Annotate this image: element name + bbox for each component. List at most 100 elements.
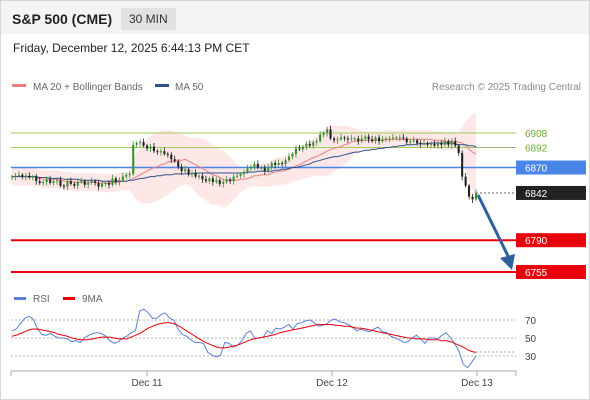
candle-body <box>364 136 367 139</box>
candle-body <box>215 180 218 182</box>
candle-body <box>62 185 65 187</box>
candle-body <box>371 139 374 142</box>
candle-body <box>11 176 14 178</box>
candle-body <box>402 137 405 139</box>
header-bar: S&P 500 (CME) 30 MIN <box>1 1 589 34</box>
candle-body <box>336 139 339 141</box>
candle-body <box>305 143 308 147</box>
price-levels <box>11 132 516 273</box>
candle-body <box>28 175 31 178</box>
candle-body <box>218 180 221 184</box>
support-tag-6755 <box>516 265 586 279</box>
forecast-arrow-head <box>500 254 515 270</box>
x-tick-label: Dec 11 <box>132 378 163 389</box>
candle-body <box>180 166 183 172</box>
candle-body <box>298 148 301 150</box>
candle-body <box>52 181 55 183</box>
candle-body <box>42 182 45 184</box>
candle-body <box>135 143 138 145</box>
candle-body <box>35 176 38 182</box>
candle-body <box>450 141 453 145</box>
candle-body <box>288 156 291 161</box>
candle-body <box>461 153 464 177</box>
candle-body <box>454 141 457 146</box>
candle-body <box>166 153 169 155</box>
timeframe-button[interactable]: 30 MIN <box>121 8 176 30</box>
candle-body <box>149 146 152 149</box>
candle-body <box>38 181 41 183</box>
support-label-6755: 6755 <box>525 268 548 279</box>
candle-body <box>263 167 266 172</box>
last-price-tag <box>516 185 586 200</box>
candle-body <box>104 183 107 184</box>
candle-body <box>329 129 332 139</box>
candle-body <box>239 173 242 176</box>
candle-body <box>260 167 263 169</box>
rsi-ma-legend-label: 9MA <box>82 294 103 305</box>
candle-body <box>346 138 349 140</box>
candle-body <box>107 183 110 185</box>
candle-body <box>391 137 394 139</box>
candle-body <box>319 134 322 142</box>
rsi-ma-legend-swatch <box>63 297 75 300</box>
candle-body <box>475 193 478 200</box>
candle-body <box>156 151 159 153</box>
x-tick-label: Dec 12 <box>316 378 348 389</box>
candle-body <box>139 142 142 144</box>
candle-body <box>159 151 162 153</box>
candle-body <box>374 137 377 142</box>
candle-body <box>246 168 249 172</box>
candle-body <box>367 136 370 140</box>
candle-body <box>398 137 401 139</box>
x-tick-label: Dec 13 <box>461 378 493 389</box>
candle-body <box>56 180 59 182</box>
candle-body <box>419 143 422 144</box>
rsi-panel: 70 50 30 <box>11 308 537 369</box>
candle-body <box>416 140 419 143</box>
candle-body <box>322 133 325 135</box>
ma20-legend-label: MA 20 + Bollinger Bands <box>33 82 143 93</box>
candle-body <box>294 148 297 154</box>
forecast-arrow <box>476 194 515 270</box>
candle-body <box>14 175 17 177</box>
candle-body <box>409 141 412 143</box>
candle-body <box>90 181 93 183</box>
rsi-level-label-30: 30 <box>525 352 537 363</box>
candle-body <box>277 163 280 165</box>
ma50-legend-label: MA 50 <box>175 82 204 93</box>
support-label-6790: 6790 <box>525 236 548 247</box>
support-tag-6790 <box>516 233 586 248</box>
candle-body <box>236 175 239 177</box>
candle-body <box>343 137 346 139</box>
candle-body <box>243 172 246 174</box>
candle-body <box>73 183 76 186</box>
candle-body <box>121 176 124 181</box>
candle-body <box>87 183 90 185</box>
candle-body <box>447 141 450 145</box>
candle-body <box>395 137 398 139</box>
x-axis: Dec 11 Dec 12 Dec 13 <box>10 370 517 389</box>
candle-body <box>412 140 415 142</box>
ma20-line <box>12 138 477 184</box>
candle-body <box>270 163 273 168</box>
candle-body <box>405 138 408 143</box>
candle-body <box>471 196 474 200</box>
candle-body <box>468 185 471 197</box>
candle-body <box>80 181 83 183</box>
candle-body <box>378 137 381 142</box>
candle-body <box>433 143 436 146</box>
candle-body <box>423 143 426 144</box>
rsi-legend-label: RSI <box>33 294 50 305</box>
candle-body <box>142 142 145 146</box>
candle-body <box>101 183 104 187</box>
bollinger-band-area <box>12 112 476 208</box>
candle-body <box>333 138 336 141</box>
pivot-label-6870: 6870 <box>525 164 548 175</box>
candle-body <box>429 143 432 145</box>
candle-body <box>163 151 166 154</box>
candle-body <box>443 141 446 145</box>
candle-body <box>426 143 429 145</box>
candle-body <box>204 179 207 182</box>
candle-body <box>208 178 211 182</box>
